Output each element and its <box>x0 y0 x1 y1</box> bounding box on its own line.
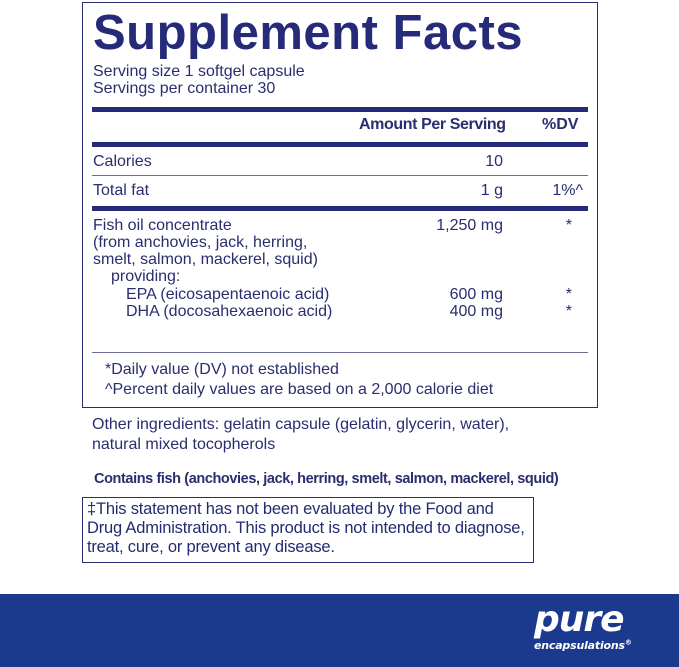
header-amount: Amount Per Serving <box>359 116 506 133</box>
row-fish-oil-amount: 1,250 mg <box>436 217 503 234</box>
brand-logo: pure encapsulations® <box>534 599 632 653</box>
logo-wordmark: pure <box>534 599 625 640</box>
row-providing: providing: <box>111 268 181 285</box>
row-fat-dv: 1%^ <box>552 182 583 199</box>
footnote-percent: ^Percent daily values are based on a 2,0… <box>105 381 494 398</box>
divider <box>92 352 588 353</box>
registered-mark: ® <box>624 638 632 647</box>
logo-subtitle: encapsulations® <box>534 639 632 652</box>
row-calories-name: Calories <box>93 153 152 170</box>
fda-disclaimer: ‡This statement has not been evaluated b… <box>82 497 534 563</box>
servings-per-container: Servings per container 30 <box>93 80 276 97</box>
logo-sub-text: encapsulations <box>534 639 625 652</box>
divider <box>92 175 588 176</box>
divider <box>92 206 588 211</box>
divider <box>92 107 588 112</box>
row-epa-amount: 600 mg <box>449 286 503 303</box>
serving-size: Serving size 1 softgel capsule <box>93 63 305 80</box>
divider <box>92 142 588 147</box>
row-dha-name: DHA (docosahexaenoic acid) <box>126 303 333 320</box>
panel-title: Supplement Facts <box>93 6 524 60</box>
row-fat-amount: 1 g <box>480 182 503 199</box>
allergen-statement: Contains fish (anchovies, jack, herring,… <box>94 471 559 487</box>
row-epa-dv: * <box>565 286 572 303</box>
supplement-facts-panel: Supplement Facts Serving size 1 softgel … <box>82 2 598 408</box>
other-ingredients: Other ingredients: gelatin capsule (gela… <box>92 415 509 455</box>
footnote-dv: *Daily value (DV) not established <box>105 361 339 378</box>
row-fish-oil-name: Fish oil concentrate <box>93 217 232 234</box>
other-ingredients-line: Other ingredients: gelatin capsule (gela… <box>92 416 510 433</box>
header-dv: %DV <box>542 116 579 133</box>
row-epa-name: EPA (eicosapentaenoic acid) <box>126 286 330 303</box>
row-fat-name: Total fat <box>93 182 150 199</box>
row-fish-oil-source: (from anchovies, jack, herring, <box>93 234 308 251</box>
row-fish-oil-source-2: smelt, salmon, mackerel, squid) <box>93 251 318 268</box>
row-dha-dv: * <box>565 303 572 320</box>
row-dha-amount: 400 mg <box>449 303 503 320</box>
row-fish-oil-dv: * <box>565 217 572 234</box>
row-calories-amount: 10 <box>485 153 503 170</box>
other-ingredients-line: natural mixed tocopherols <box>92 436 276 453</box>
brand-band <box>0 594 679 667</box>
